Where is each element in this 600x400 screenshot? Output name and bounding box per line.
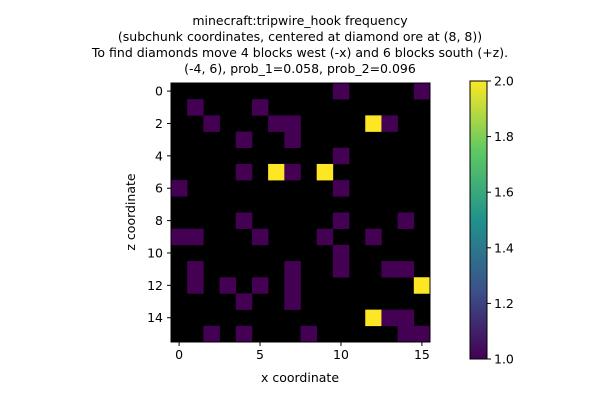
- y-tick-label: 2: [155, 116, 163, 131]
- heatmap-cell: [268, 163, 285, 181]
- heatmap-cell: [413, 277, 431, 294]
- heatmap-cell: [235, 163, 253, 181]
- heatmap-cell: [268, 115, 285, 132]
- heatmap-cell: [381, 309, 398, 327]
- heatmap-cell: [332, 212, 350, 229]
- heatmap-cell: [397, 325, 415, 343]
- y-tick-label: 12: [147, 278, 163, 293]
- y-tick-label: 8: [155, 213, 163, 228]
- heatmap-cell: [365, 309, 382, 327]
- chart-title: minecraft:tripwire_hook frequency (subch…: [91, 13, 508, 76]
- heatmap-cell: [381, 115, 398, 132]
- heatmap-cell: [381, 261, 398, 278]
- colorbar-tick-label: 2.0: [494, 74, 514, 89]
- x-tick-label: 0: [175, 347, 183, 362]
- title-line-1: minecraft:tripwire_hook frequency: [192, 13, 408, 28]
- heatmap-cell: [332, 147, 350, 165]
- heatmap-cell: [235, 325, 253, 343]
- heatmap-cell: [187, 228, 204, 246]
- heatmap-cell: [365, 115, 382, 132]
- heatmap-cell: [316, 163, 334, 181]
- heatmap-cell: [219, 277, 237, 294]
- y-tick-label: 10: [147, 245, 163, 260]
- heatmap-cells: [171, 83, 431, 343]
- title-line-2: (subchunk coordinates, centered at diamo…: [118, 29, 482, 44]
- heatmap-cell: [284, 163, 301, 181]
- heatmap-cell: [284, 277, 301, 294]
- heatmap-cell: [284, 131, 301, 149]
- colorbar-tick-label: 1.8: [494, 129, 514, 144]
- title-line-4: (-4, 6), prob_1=0.058, prob_2=0.096: [184, 61, 416, 76]
- y-tick-label: 14: [147, 310, 163, 325]
- heatmap-cell: [235, 293, 253, 310]
- heatmap-cell: [171, 180, 188, 197]
- heatmap-cell: [332, 261, 350, 278]
- heatmap-cell: [171, 228, 188, 246]
- heatmap-cell: [332, 83, 350, 100]
- heatmap-cell: [413, 83, 431, 100]
- heatmap-cell: [284, 115, 301, 132]
- heatmap-cell: [235, 131, 253, 149]
- y-axis-ticks: 0 2 4 6 8 10 12 14: [147, 84, 171, 325]
- heatmap-cell: [251, 228, 269, 246]
- heatmap-cell: [251, 99, 269, 116]
- heatmap-cell: [235, 212, 253, 229]
- colorbar: 1.0 1.2 1.4 1.6 1.8 2.0: [469, 74, 514, 367]
- colorbar-ticks: 1.0 1.2 1.4 1.6 1.8 2.0: [487, 74, 514, 367]
- x-axis-label: x coordinate: [261, 370, 339, 385]
- heatmap-cell: [397, 309, 415, 327]
- x-tick-label: 5: [256, 347, 264, 362]
- heatmap-cell: [251, 277, 269, 294]
- y-tick-label: 0: [155, 84, 163, 99]
- heatmap-cell: [284, 261, 301, 278]
- heatmap-cell: [397, 212, 415, 229]
- heatmap-cell: [413, 325, 431, 343]
- heatmap-cell: [397, 261, 415, 278]
- heatmap-cell: [187, 277, 204, 294]
- heatmap-cell: [203, 325, 220, 343]
- colorbar-tick-label: 1.2: [494, 296, 514, 311]
- x-tick-label: 15: [414, 347, 430, 362]
- heatmap-cell: [316, 228, 334, 246]
- colorbar-frame: [469, 80, 488, 360]
- heatmap-cell: [332, 180, 350, 197]
- heatmap-cell: [332, 244, 350, 262]
- heatmap-cell: [187, 99, 204, 116]
- heatmap-frame: [170, 82, 431, 343]
- title-line-3: To find diamonds move 4 blocks west (-x)…: [91, 45, 508, 60]
- heatmap-cell: [300, 325, 317, 343]
- x-tick-label: 10: [333, 347, 349, 362]
- colorbar-tick-label: 1.6: [494, 185, 514, 200]
- heatmap-cell: [203, 115, 220, 132]
- colorbar-tick-label: 1.0: [494, 352, 514, 367]
- heatmap-cell: [284, 293, 301, 310]
- heatmap-cell: [187, 261, 204, 278]
- y-axis-label: z coordinate: [123, 173, 138, 251]
- y-tick-label: 4: [155, 148, 163, 163]
- x-axis-ticks: 0 5 10 15: [175, 342, 430, 362]
- colorbar-tick-label: 1.4: [494, 240, 514, 255]
- colorbar-gradient: [470, 81, 487, 359]
- y-tick-label: 6: [155, 181, 163, 196]
- heatmap-cell: [365, 228, 382, 246]
